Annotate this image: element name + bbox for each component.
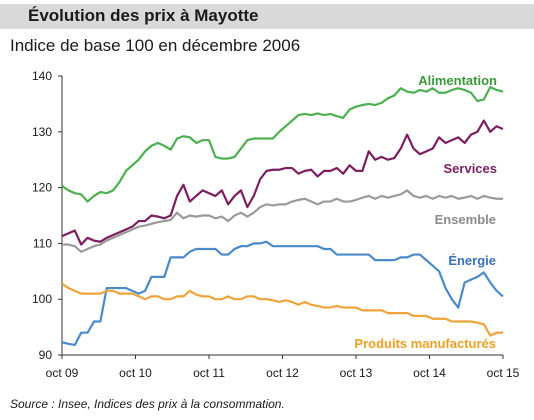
series-label: Énergie [448, 253, 496, 268]
y-tick-label: 110 [33, 236, 52, 250]
series-labels: Alimentation Services Ensemble Énergie Produ… [354, 73, 497, 351]
series-label: Ensemble [435, 212, 496, 227]
x-tick-label: oct 15 [487, 366, 520, 380]
x-tick-label: oct 09 [46, 366, 79, 380]
x-tick-label: oct 10 [119, 366, 152, 380]
series-line-ensemble [62, 189, 503, 253]
series-label: Alimentation [418, 73, 497, 88]
x-tick-label: oct 14 [413, 366, 446, 380]
series-line--nergie [61, 240, 504, 347]
y-tick-label: 100 [32, 292, 52, 306]
title-band [0, 4, 534, 29]
x-tick-label: oct 13 [340, 366, 373, 380]
series-label: Produits manufacturés [354, 336, 496, 351]
source-note: Source : Insee, Indices des prix à la co… [10, 397, 285, 411]
chart-series [61, 86, 504, 347]
series-line-alimentation [61, 86, 504, 203]
y-tick-label: 140 [32, 69, 52, 83]
series-line-produits-manufactur-s [61, 282, 503, 337]
page-title: Évolution des prix à Mayotte [28, 6, 259, 25]
chart-axes: 90 100 110 120 130 140 oct 09 oct 10 oct 11 oct 1… [32, 69, 520, 380]
x-tick-label: oct 11 [193, 366, 225, 380]
x-tick-label: oct 12 [266, 366, 299, 380]
y-tick-label: 90 [39, 348, 53, 362]
series-label: Services [444, 161, 498, 176]
y-tick-label: 120 [32, 181, 52, 195]
chart-subtitle: Indice de base 100 en décembre 2006 [10, 36, 301, 55]
y-tick-label: 130 [32, 125, 52, 139]
series-line-services [61, 119, 504, 246]
